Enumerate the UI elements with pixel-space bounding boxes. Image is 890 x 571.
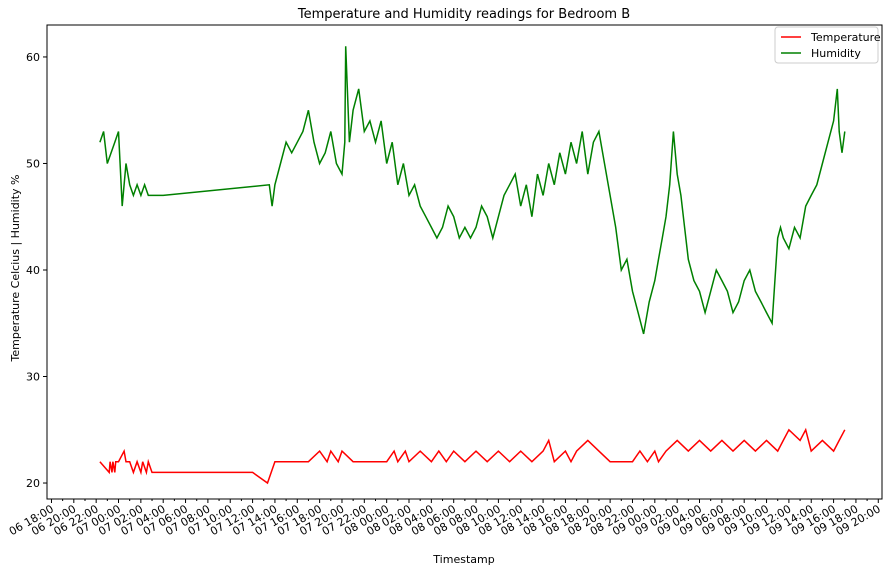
legend-box (774, 26, 879, 64)
legend-label-humidity: Humidity (811, 47, 861, 60)
series-line-humidity (99, 46, 846, 335)
y-tick-label: 60 (26, 51, 40, 64)
y-tick-label: 50 (26, 157, 40, 170)
series-layer (99, 46, 846, 485)
legend: Temperature Humidity (774, 26, 881, 64)
series-line-temperature (99, 427, 846, 485)
y-tick-label: 20 (26, 477, 40, 490)
legend-label-temperature: Temperature (810, 31, 881, 44)
x-axis-label: Timestamp (432, 553, 494, 566)
plot-frame (46, 24, 883, 500)
chart-title: Temperature and Humidity readings for Be… (297, 7, 630, 22)
y-tick-label: 40 (26, 264, 40, 277)
y-tick-label: 30 (26, 371, 40, 384)
plot-area (46, 24, 883, 500)
y-axis-label: Temperature Celcius | Humidity % (9, 174, 22, 362)
y-axis: 20 30 40 50 60 (26, 51, 47, 490)
